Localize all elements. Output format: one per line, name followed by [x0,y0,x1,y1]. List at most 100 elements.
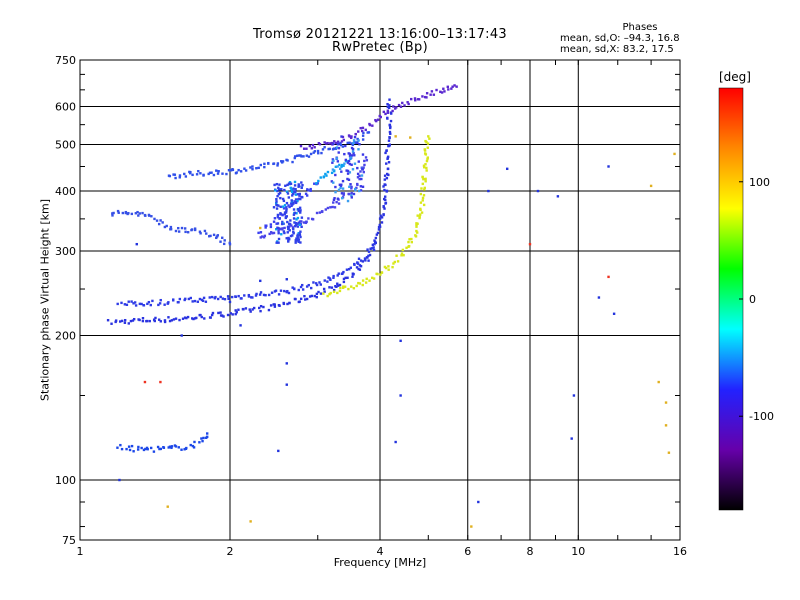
data-point [189,170,192,174]
data-point [427,135,430,138]
data-point [278,191,282,195]
data-point [358,174,361,178]
data-point [379,214,382,217]
data-point [342,193,345,196]
y-tick-label: 500 [55,139,76,152]
data-point [116,446,119,449]
grid-lines [80,60,680,540]
data-point [251,165,254,168]
data-point [346,177,349,181]
data-point [329,142,332,145]
data-point [425,169,428,172]
data-point [118,320,122,323]
data-point [297,184,301,188]
data-point [367,250,371,253]
data-point [422,177,425,181]
data-point [432,93,436,96]
data-point [337,188,341,192]
data-point [388,143,392,146]
data-point [292,230,295,234]
data-point [195,316,198,320]
data-point [369,247,372,251]
data-point [337,272,340,275]
data-point [351,275,354,278]
data-point [191,173,194,177]
data-point [430,90,434,93]
data-point [299,285,303,289]
data-point [367,131,371,134]
data-point [387,139,391,142]
data-point [388,136,391,140]
data-point [354,141,358,145]
data-point [413,97,417,100]
data-point [405,246,408,250]
data-point [130,300,133,303]
data-point [235,171,238,174]
data-point [387,106,391,110]
data-point [255,292,258,296]
data-point [364,281,368,284]
data-point [135,242,138,246]
data-point [572,394,576,397]
data-point [384,151,387,155]
data-point [332,201,335,204]
data-point [383,265,387,269]
data-point [349,156,352,159]
data-point [367,254,370,258]
data-point [240,297,243,300]
data-point [292,217,296,220]
data-point [365,256,369,259]
data-point [356,182,359,186]
data-point [138,318,141,322]
data-point [426,157,429,161]
data-point [180,334,183,337]
x-axis-ticks: 1 2 4 6 8 10 16 [77,545,688,558]
data-point [400,252,404,255]
data-point [163,303,166,306]
data-point [340,170,343,173]
data-point [276,213,280,217]
data-point [368,122,371,126]
data-point [288,301,291,305]
data-point [134,304,138,307]
y-tick-label: 100 [55,474,76,487]
data-point [184,230,187,234]
data-point [294,198,298,201]
data-point [297,221,301,225]
data-point [281,227,284,230]
data-point [335,157,339,160]
data-point [354,187,357,191]
data-point [291,194,294,197]
data-point [296,216,300,220]
data-point [350,146,354,150]
data-point [146,448,149,451]
data-point [356,176,360,179]
data-point [305,297,309,301]
data-point [425,92,429,95]
data-point [271,232,274,235]
data-point [269,223,273,226]
data-point [158,302,162,305]
data-point [299,211,302,214]
data-point [357,130,360,133]
data-point [422,164,426,167]
data-point [362,170,365,174]
data-point [123,318,127,322]
data-point [368,279,371,282]
data-point [193,299,197,303]
data-point [340,192,344,195]
data-point [528,242,532,246]
data-point [426,146,429,149]
data-point [170,445,174,448]
data-point [424,163,427,166]
data-point [123,321,127,324]
data-point [183,172,186,176]
data-point [257,166,260,170]
data-point [275,222,278,225]
data-point [384,112,387,116]
data-point [237,168,240,172]
data-point [159,219,162,222]
data-point [290,224,293,227]
data-point [304,192,308,196]
